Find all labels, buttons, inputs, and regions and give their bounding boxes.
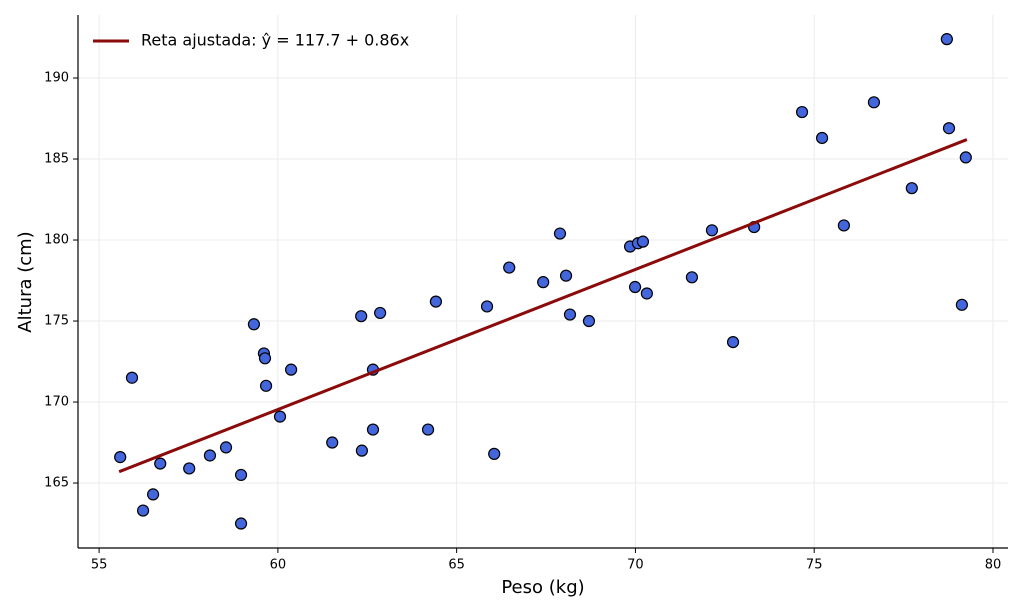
y-tick-label: 185 [44, 152, 69, 167]
scatter-point [837, 219, 850, 232]
x-tick-label: 55 [91, 558, 108, 573]
scatter-point [640, 287, 653, 300]
fit-line [118, 138, 968, 474]
scatter-point [146, 488, 160, 501]
scatter-point [628, 280, 642, 294]
scatter-point [114, 451, 127, 464]
scatter-point [136, 504, 150, 517]
scatter-point [154, 457, 167, 470]
y-tick-label: 190 [44, 71, 69, 86]
scatter-point [273, 410, 287, 423]
scatter-point [258, 352, 272, 365]
scatter-point [125, 371, 139, 384]
scatter-point [942, 122, 956, 135]
y-tick-label: 180 [44, 233, 69, 248]
scatter-point [203, 449, 217, 462]
legend-label: Reta ajustada: ŷ = 117.7 + 0.86x [141, 31, 409, 50]
y-axis-label: Altura (cm) [15, 231, 36, 332]
scatter-point [795, 105, 809, 119]
scatter-point [955, 298, 968, 311]
scatter-point [355, 310, 368, 323]
scatter-point [705, 224, 719, 237]
scatter-point [940, 33, 953, 46]
scatter-point [685, 271, 699, 284]
scatter-point [537, 276, 550, 289]
x-tick-label: 80 [985, 558, 1002, 573]
scatter-point [355, 444, 368, 457]
scatter-point [867, 96, 881, 109]
scatter-point [563, 308, 577, 321]
scatter-point [421, 423, 435, 436]
scatter-point [815, 131, 829, 145]
y-tick-label: 170 [44, 395, 69, 410]
scatter-point [553, 227, 567, 240]
scatter-point [582, 314, 596, 328]
scatter-point [905, 182, 918, 195]
x-tick-label: 65 [448, 558, 465, 573]
scatter-point [429, 295, 443, 308]
scatter-point [285, 363, 298, 376]
x-tick-label: 75 [806, 558, 823, 573]
scatter-point [488, 447, 501, 460]
scatter-point [247, 318, 261, 331]
x-axis-label: Peso (kg) [501, 577, 584, 598]
scatter-point [559, 269, 573, 282]
scatter-point [234, 468, 248, 482]
scatter-point [219, 441, 233, 454]
scatter-point [366, 423, 380, 436]
scatter-point [480, 300, 494, 313]
scatter-point [959, 151, 972, 164]
scatter-point [503, 261, 516, 274]
x-tick-label: 70 [627, 558, 644, 573]
scatter-point [259, 379, 273, 392]
scatter-point [183, 462, 196, 475]
y-tick-label: 165 [44, 476, 69, 491]
scatter-point [636, 235, 650, 248]
x-tick-label: 60 [270, 558, 287, 573]
y-tick-label: 175 [44, 314, 69, 329]
scatter-point [234, 517, 248, 530]
scatter-point [374, 306, 387, 320]
scatter-point [326, 436, 339, 449]
scatter-point [726, 335, 740, 349]
